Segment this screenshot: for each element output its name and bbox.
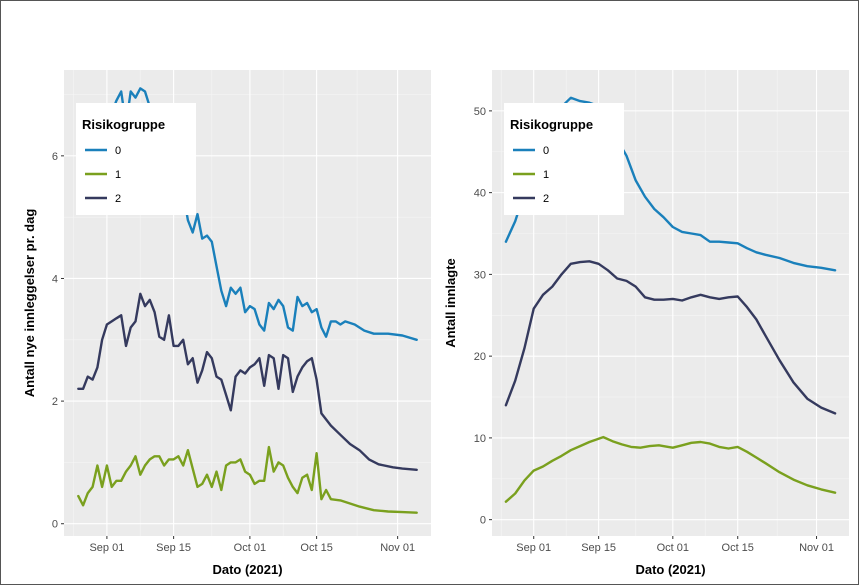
y-tick-label: 0 xyxy=(480,515,486,527)
y-tick-label: 20 xyxy=(474,351,486,363)
legend-label-0: 0 xyxy=(115,145,121,157)
x-tick-label: Sep 15 xyxy=(581,542,616,554)
x-tick-label: Oct 01 xyxy=(657,542,689,554)
x-axis-title: Dato (2021) xyxy=(635,562,705,577)
legend: Risikogruppe 0 1 2 xyxy=(504,103,624,215)
legend-label-1: 1 xyxy=(115,169,121,181)
y-tick-label: 30 xyxy=(474,269,486,281)
legend-title: Risikogruppe xyxy=(82,117,165,132)
y-tick-label: 40 xyxy=(474,188,486,200)
chart-panel-1: 0 2 4 6 Sep 01 Sep 15 Oct 01 Oct 15 Nov 01 Dato (… xyxy=(22,70,431,577)
legend-label-1: 1 xyxy=(543,169,549,181)
legend-title: Risikogruppe xyxy=(510,117,593,132)
x-tick-label: Oct 01 xyxy=(234,542,266,554)
x-tick-label: Oct 15 xyxy=(722,542,754,554)
y-tick-label: 4 xyxy=(52,273,58,285)
series-line-1 xyxy=(77,445,418,514)
series-line-2 xyxy=(504,260,837,415)
x-axis-title: Dato (2021) xyxy=(212,562,282,577)
x-tick-label: Nov 01 xyxy=(799,542,834,554)
y-tick-label: 2 xyxy=(52,396,58,408)
x-tick-label: Oct 15 xyxy=(300,542,332,554)
x-tick-label: Nov 01 xyxy=(380,542,415,554)
legend-label-0: 0 xyxy=(543,145,549,157)
y-tick-label: 10 xyxy=(474,433,486,445)
legend-label-2: 2 xyxy=(115,193,121,205)
x-tick-label: Sep 01 xyxy=(516,542,551,554)
legend-label-2: 2 xyxy=(543,193,549,205)
legend-box xyxy=(76,103,196,215)
y-tick-label: 50 xyxy=(474,106,486,118)
legend: Risikogruppe 0 1 2 xyxy=(76,103,196,215)
series-line-2 xyxy=(77,292,418,471)
y-tick-label: 6 xyxy=(52,151,58,163)
series-line-1 xyxy=(504,435,837,503)
x-tick-label: Sep 01 xyxy=(89,542,124,554)
y-axis-title: Antall nye innleggelser pr. dag xyxy=(22,209,37,398)
x-tick-label: Sep 15 xyxy=(156,542,191,554)
y-axis-title: Antall innlagte xyxy=(443,258,458,348)
series-line-0 xyxy=(77,87,418,341)
y-tick-label: 0 xyxy=(52,519,58,531)
legend-box xyxy=(504,103,624,215)
